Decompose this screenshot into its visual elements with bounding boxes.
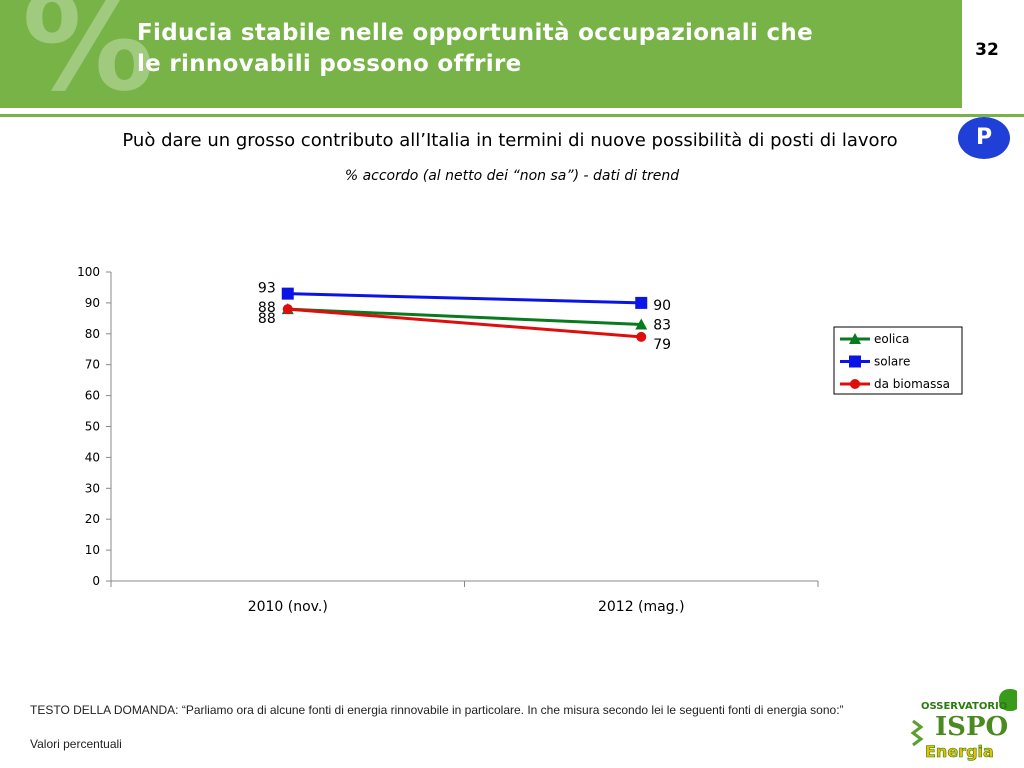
y-tick-label: 60 [85, 389, 100, 403]
chart-legend: eolica solare da biomassa [833, 326, 963, 395]
y-tick-label: 90 [85, 296, 100, 310]
data-label: 79 [653, 337, 671, 353]
y-tick-label: 0 [92, 574, 100, 588]
page-title-line2: le rinnovabili possono offrire [137, 51, 522, 77]
page-title: Fiducia stabile nelle opportunità occupa… [137, 18, 897, 80]
square-marker [281, 287, 294, 300]
y-tick-label: 10 [85, 543, 100, 557]
logo-mid-text: ISPO [935, 712, 1008, 742]
series-line [287, 292, 642, 305]
series-eolica: 88 83 [258, 303, 671, 334]
triangle-marker [849, 333, 861, 344]
logo-bottom-text: Energia [925, 742, 994, 761]
ispo-energia-logo: OSSERVATORIO ISPO Energia [910, 689, 1017, 761]
chart-subtitle: % accordo (al netto dei “non sa”) - dati… [344, 168, 680, 184]
y-tick-label: 80 [85, 327, 100, 341]
header-bar: % Fiducia stabile nelle opportunità occu… [0, 0, 962, 108]
percent-watermark-icon: % [22, 0, 155, 108]
header-divider [0, 114, 1024, 117]
y-tick-label: 50 [85, 420, 100, 434]
y-tick-label: 70 [85, 358, 100, 372]
series-da-biomassa: 88 79 [258, 300, 671, 353]
chart-series: 88 83 93 90 88 79 [258, 281, 671, 353]
page-number: 32 [975, 40, 999, 60]
square-marker [849, 355, 861, 368]
triangle-marker [635, 318, 648, 330]
circle-marker [282, 304, 293, 315]
data-label: 93 [258, 281, 276, 297]
values-note: Valori percentuali [30, 737, 122, 751]
p-badge: P [958, 117, 1010, 159]
logo-plug-icon [999, 689, 1017, 711]
y-tick-label: 100 [77, 265, 100, 279]
data-label: 83 [653, 318, 671, 334]
logo-coil-icon [910, 719, 924, 747]
chart-axes: 0 10 20 30 40 50 60 70 80 90 100 2010 (nov.) 2012 (m… [77, 265, 819, 615]
legend-label: da biomassa [874, 377, 950, 391]
series-solare: 93 90 [258, 281, 671, 314]
logo-top-text: OSSERVATORIO [921, 701, 1007, 712]
x-tick-label: 2012 (mag.) [598, 599, 685, 615]
circle-marker [636, 331, 647, 342]
series-line [287, 307, 642, 327]
y-tick-label: 20 [85, 512, 100, 526]
y-tick-label: 40 [85, 450, 100, 464]
legend-label: eolica [874, 332, 909, 346]
data-label: 88 [258, 311, 276, 327]
question-footnote: TESTO DELLA DOMANDA: “Parliamo ora di al… [30, 703, 844, 717]
data-label: 90 [653, 298, 671, 314]
x-tick-label: 2010 (nov.) [248, 599, 328, 615]
series-line [287, 307, 642, 339]
question-text: Può dare un grosso contributo all’Italia… [122, 130, 898, 151]
data-label: 88 [258, 300, 276, 316]
line-chart: 0 10 20 30 40 50 60 70 80 90 100 2010 (nov.) 2012 (m… [77, 265, 963, 615]
y-tick-label: 30 [85, 481, 100, 495]
circle-marker [850, 379, 860, 389]
legend-label: solare [874, 355, 910, 369]
square-marker [635, 296, 648, 309]
page-title-line1: Fiducia stabile nelle opportunità occupa… [137, 20, 813, 46]
